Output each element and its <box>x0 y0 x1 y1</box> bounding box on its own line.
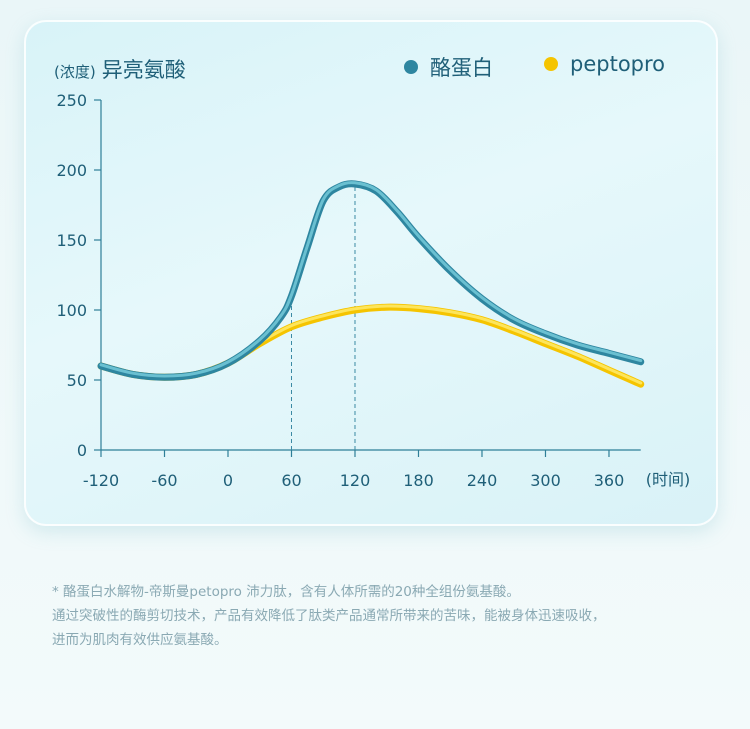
legend-label-casein: 酪蛋白 <box>430 56 493 80</box>
x-tick-label: 240 <box>467 471 498 490</box>
legend-item-casein: 酪蛋白 <box>404 52 493 82</box>
legend-dot-peptopro <box>544 57 558 71</box>
series-line-peptopro <box>97 303 645 388</box>
y-tick-label: 50 <box>67 371 87 390</box>
footnote: * 酪蛋白水解物-帝斯曼petopro 沛力肽，含有人体所需的20种全组份氨基酸… <box>52 580 712 652</box>
series-highlight-peptopro <box>99 304 643 385</box>
legend-label-peptopro: peptopro <box>570 52 666 76</box>
legend-item-peptopro: peptopro <box>544 52 665 76</box>
x-tick-label: 120 <box>340 471 371 490</box>
x-tick-label: -120 <box>83 471 119 490</box>
y-tick-label: 250 <box>56 91 87 110</box>
x-tick-label: 180 <box>403 471 434 490</box>
chart-title: (浓度) 异亮氨酸 <box>54 54 186 84</box>
footnote-line-1: * 酪蛋白水解物-帝斯曼petopro 沛力肽，含有人体所需的20种全组份氨基酸… <box>52 584 520 600</box>
x-tick-label: 300 <box>530 471 561 490</box>
y-tick-label: 0 <box>77 441 87 460</box>
y-tick-label: 100 <box>56 301 87 320</box>
x-axis-label: (时间) <box>646 470 691 489</box>
x-tick-label: -60 <box>151 471 177 490</box>
x-tick-label: 360 <box>594 471 625 490</box>
chart-title-text: 异亮氨酸 <box>101 58 186 82</box>
footnote-line-2: 通过突破性的酶剪切技术，产品有效降低了肽类产品通常所带来的苦味，能被身体迅速吸收… <box>52 608 606 624</box>
y-tick-label: 150 <box>56 231 87 250</box>
footnote-line-3: 进而为肌肉有效供应氨基酸。 <box>52 632 228 648</box>
y-tick-label: 200 <box>56 161 87 180</box>
series-highlight-casein <box>99 181 643 378</box>
x-tick-label: 60 <box>281 471 301 490</box>
chart-card <box>24 20 718 526</box>
y-unit-label: (浓度) <box>54 63 96 81</box>
legend-dot-casein <box>404 60 418 74</box>
x-tick-label: 0 <box>223 471 233 490</box>
